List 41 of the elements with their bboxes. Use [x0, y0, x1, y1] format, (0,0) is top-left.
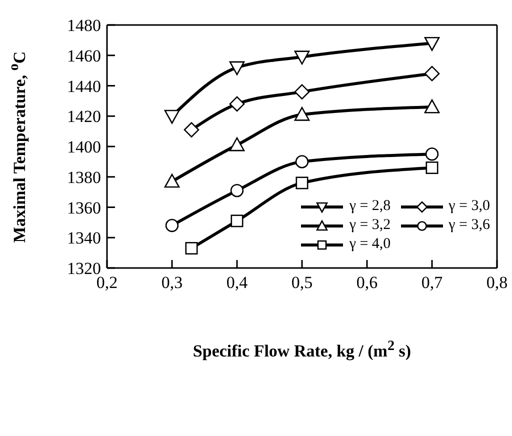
x-tick-label: 0,3 [161, 273, 183, 292]
y-tick-label: 1400 [67, 138, 101, 157]
point [295, 155, 309, 168]
y-tick-label: 1440 [67, 76, 101, 96]
point [424, 36, 440, 51]
point [294, 84, 310, 100]
x-tick-label: 0,8 [486, 273, 508, 292]
x-tick-label: 0,4 [226, 273, 248, 292]
point [425, 147, 439, 161]
y-tick-label: 1420 [67, 107, 101, 126]
point [164, 174, 180, 188]
y-tick-label: 1340 [67, 228, 101, 248]
x-tick-label: 0,5 [291, 273, 313, 292]
point [229, 137, 245, 152]
point [294, 106, 310, 121]
point [229, 96, 245, 112]
point [229, 61, 245, 76]
y-tick-label: 1460 [67, 46, 101, 66]
x-tick-label: 0,2 [96, 273, 118, 292]
y-tick-label: 1360 [67, 198, 101, 218]
point [294, 50, 310, 65]
point [230, 184, 244, 198]
point [230, 214, 244, 228]
legend-label: γ = 3,2 [349, 217, 391, 234]
y-tick-label: 1380 [67, 168, 101, 187]
point [296, 176, 308, 190]
x-axis-title: Specific Flow Rate, kg / (m$^{2}$ s) [192, 338, 412, 362]
point [426, 162, 438, 174]
point [164, 110, 180, 124]
x-tick-label: 0,7 [421, 273, 444, 292]
point [424, 99, 440, 114]
point [185, 242, 198, 255]
x-tick-label: 0,6 [356, 273, 378, 292]
legend-label: γ = 2,8 [349, 198, 391, 215]
y-tick-label: 1480 [67, 16, 101, 36]
legend-label: γ = 3,6 [448, 217, 490, 234]
point [424, 66, 440, 82]
legend-label: γ = 4,0 [349, 236, 391, 253]
point [184, 122, 200, 138]
legend-label: γ = 3,0 [448, 198, 490, 215]
point [165, 218, 179, 232]
